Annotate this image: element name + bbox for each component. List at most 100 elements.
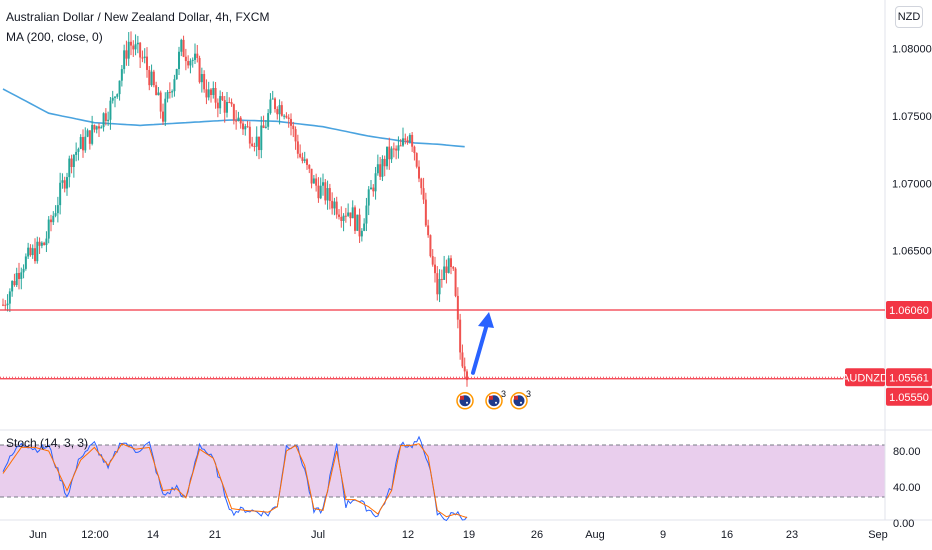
candle-body xyxy=(79,137,82,149)
candle xyxy=(171,89,174,98)
candle-body xyxy=(338,214,340,217)
candle xyxy=(443,255,446,280)
candle-body xyxy=(159,92,162,112)
stoch-tick: 0.00 xyxy=(893,518,914,530)
time-tick: Sep xyxy=(868,529,888,541)
candle-body xyxy=(40,242,43,246)
svg-text:1.05561: 1.05561 xyxy=(889,372,929,384)
candle xyxy=(349,212,352,227)
candle-body xyxy=(440,278,443,280)
candle xyxy=(210,88,212,103)
candle xyxy=(434,256,436,283)
candle xyxy=(150,64,153,87)
candle-body xyxy=(466,371,468,381)
candle-body xyxy=(344,215,347,217)
candle-body xyxy=(335,201,338,215)
candle xyxy=(70,154,73,174)
candle xyxy=(459,313,462,360)
time-tick: 19 xyxy=(463,529,475,541)
candle xyxy=(404,133,407,145)
candle-body xyxy=(413,146,416,154)
candle-body xyxy=(27,247,30,257)
candle-body xyxy=(38,241,41,246)
candle-body xyxy=(200,74,203,83)
candle xyxy=(237,111,240,122)
candle xyxy=(200,67,203,93)
candle xyxy=(306,158,308,170)
candle xyxy=(152,69,155,88)
svg-text:19: 19 xyxy=(463,529,475,541)
candle xyxy=(388,137,391,170)
candle-body xyxy=(274,98,276,110)
candle-body xyxy=(118,80,121,95)
candle-body xyxy=(141,57,144,59)
candle-body xyxy=(132,45,135,50)
candle-body xyxy=(88,130,91,144)
candle xyxy=(182,35,185,58)
candle-body xyxy=(70,158,73,167)
candle xyxy=(251,136,254,148)
candle xyxy=(15,267,18,287)
candle-body xyxy=(109,100,112,120)
price-tick: 1.08000 xyxy=(892,44,932,56)
candle-body xyxy=(75,151,78,155)
candle xyxy=(168,82,171,99)
candle xyxy=(148,65,151,91)
stoch-k-line xyxy=(2,435,468,522)
candle-body xyxy=(411,134,414,147)
candle xyxy=(4,300,7,311)
candle xyxy=(333,197,336,216)
candle xyxy=(303,151,306,164)
candle-body xyxy=(450,258,452,268)
australia-flag-icon[interactable]: 3 xyxy=(510,389,531,410)
price-tick: 1.06500 xyxy=(892,246,932,258)
candle-body xyxy=(347,212,350,216)
currency-button[interactable]: NZD xyxy=(895,6,923,28)
candle xyxy=(162,103,164,125)
candle xyxy=(216,98,219,118)
australia-flag-icon[interactable] xyxy=(456,392,474,410)
candle xyxy=(159,90,162,119)
candle xyxy=(461,344,464,369)
stoch-tick: 40.00 xyxy=(893,482,921,494)
candle-body xyxy=(379,164,382,177)
candle xyxy=(283,114,286,120)
candle xyxy=(450,255,452,275)
stoch-band-fill xyxy=(0,445,885,497)
level-price-badge: 1.06060 xyxy=(886,301,932,320)
candle xyxy=(136,35,139,54)
candle xyxy=(214,81,217,109)
candle-body xyxy=(150,71,153,86)
candle-body xyxy=(207,89,210,98)
candle xyxy=(100,125,103,129)
candle-body xyxy=(333,201,336,209)
candle-body xyxy=(235,120,238,122)
up-arrow-icon[interactable] xyxy=(471,312,494,375)
candle xyxy=(244,123,247,136)
candle xyxy=(191,57,194,68)
event-count-badge: 3 xyxy=(526,389,531,399)
candle-body xyxy=(278,105,281,115)
candle-body xyxy=(322,182,324,186)
candle-body xyxy=(420,178,423,189)
candle xyxy=(43,241,46,246)
candle-body xyxy=(136,42,139,45)
candle xyxy=(175,68,178,80)
candle-body xyxy=(358,214,361,237)
candle xyxy=(123,44,126,74)
australia-flag-icon[interactable]: 3 xyxy=(485,389,506,410)
candle xyxy=(376,154,379,176)
candle xyxy=(260,116,263,159)
candle-body xyxy=(120,69,123,81)
svg-text:16: 16 xyxy=(721,529,733,541)
candle-body xyxy=(434,264,436,274)
candle xyxy=(424,192,427,227)
candle xyxy=(363,218,366,232)
candle-body xyxy=(226,102,228,113)
candle-body xyxy=(72,154,75,167)
candle xyxy=(429,234,432,258)
candle xyxy=(454,267,457,298)
candle-body xyxy=(230,102,233,105)
candle-body xyxy=(255,136,258,147)
